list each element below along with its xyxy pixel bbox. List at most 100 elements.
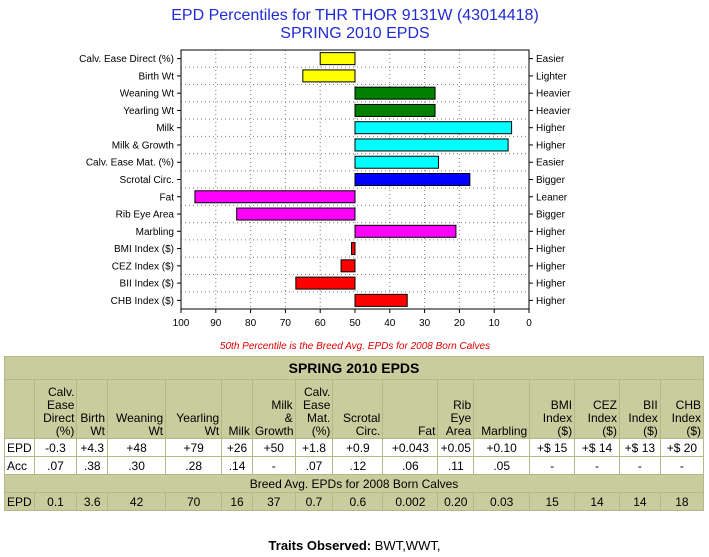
trait-label: Marbling	[136, 227, 174, 238]
x-tick-label: 80	[245, 318, 257, 329]
table-cell: +0.9	[332, 438, 384, 457]
table-cell: 0.7	[294, 492, 334, 511]
table-cell: 3.6	[76, 492, 108, 511]
trait-label: Calv. Ease Mat. (%)	[86, 158, 174, 169]
table-cell: 16	[221, 492, 253, 511]
breed-avg-title: Breed Avg. EPDs for 2008 Born Calves	[4, 474, 704, 493]
x-tick-label: 50	[349, 318, 361, 329]
table-cell: Rib Eye Area	[437, 379, 475, 439]
chart-note: 50th Percentile is the Breed Avg. EPDs f…	[220, 341, 490, 352]
table-header-row: Calv. Ease Direct (%) Birth Wt Weaning Wt Y…	[4, 379, 705, 439]
trait-label: Milk & Growth	[112, 140, 174, 151]
table-cell: 15	[529, 492, 576, 511]
direction-label: Leaner	[536, 192, 568, 203]
table-cell: +$ 15	[529, 438, 576, 457]
epd-row: EPD -0.3 +4.3 +48 +79 +26 +50 +1.8 +0.9 +0.043 +0.…	[4, 438, 705, 457]
bar	[340, 259, 356, 273]
table-cell: +50	[251, 438, 296, 457]
bar	[354, 155, 440, 169]
bar	[295, 276, 356, 290]
x-tick-label: 70	[280, 318, 292, 329]
table-cell: +0.043	[382, 438, 439, 457]
table-cell: +$ 14	[574, 438, 620, 457]
bars	[194, 52, 513, 307]
trait-labels: Calv. Ease Direct (%) Birth Wt Weaning Wt Y…	[79, 54, 181, 307]
trait-label: Fat	[160, 192, 175, 203]
direction-label: Heavier	[536, 106, 571, 117]
bar	[354, 121, 513, 135]
row-label: EPD	[4, 492, 35, 511]
direction-labels: Easier Lighter Heavier Heavier Higher Higher E…	[529, 54, 571, 307]
table-cell: +$ 20	[659, 438, 705, 457]
table-cell: Yearling Wt	[165, 379, 223, 439]
table-cell: .07	[294, 456, 334, 475]
table-cell: .28	[165, 456, 223, 475]
direction-label: Higher	[536, 227, 566, 238]
bar	[236, 207, 356, 221]
table-cell: .07	[33, 456, 78, 475]
trait-label: Weaning Wt	[120, 89, 175, 100]
table-cell: -	[574, 456, 620, 475]
table-cell: 0.03	[473, 492, 531, 511]
epd-percentile-chart: EPD Percentiles for THR THOR 9131W (4301…	[79, 7, 571, 352]
table-cell: Milk	[221, 379, 253, 439]
table-cell: +4.3	[76, 438, 108, 457]
direction-label: Higher	[536, 261, 566, 272]
acc-row: Acc .07.38.30.28.14- .07.12.06.11.05- - - -	[4, 456, 705, 475]
table-cell: CEZ Index ($)	[574, 379, 620, 439]
x-tick-label: 90	[210, 318, 222, 329]
x-tick-label: 0	[526, 318, 532, 329]
table-cell: Calv. Ease Mat. (%)	[294, 379, 334, 439]
trait-label: Scrotal Circ.	[120, 175, 174, 186]
table-cell: .12	[332, 456, 384, 475]
table-cell: +79	[165, 438, 223, 457]
table-cell: Scrotal Circ.	[332, 379, 384, 439]
x-axis-ticks: 100 90 80 70 60 50 40 30 20 10 0	[173, 309, 532, 329]
direction-label: Higher	[536, 140, 566, 151]
table-cell: -0.3	[33, 438, 78, 457]
direction-label: Higher	[536, 296, 566, 307]
table-cell: Marbling	[473, 379, 531, 439]
table-cell: .06	[382, 456, 439, 475]
direction-label: Higher	[536, 244, 566, 255]
bar	[354, 103, 436, 117]
trait-label: Rib Eye Area	[116, 210, 175, 221]
direction-label: Easier	[536, 54, 565, 65]
table-cell: BMI Index ($)	[529, 379, 576, 439]
table-cell: 70	[165, 492, 223, 511]
x-tick-label: 30	[419, 318, 431, 329]
x-tick-label: 10	[489, 318, 501, 329]
table-cell: 37	[251, 492, 296, 511]
bar	[351, 242, 356, 256]
bar	[354, 173, 471, 186]
table-cell: Calv. Ease Direct (%)	[33, 379, 78, 439]
table-cell: .30	[106, 456, 167, 475]
table-cell: 18	[659, 492, 705, 511]
table-cell: Fat	[382, 379, 439, 439]
bar	[354, 224, 457, 238]
table-cell: .38	[76, 456, 108, 475]
direction-label: Higher	[536, 279, 566, 290]
table-cell: 14	[618, 492, 661, 511]
table-cell: 14	[574, 492, 620, 511]
table-cell: Weaning Wt	[106, 379, 167, 439]
trait-label: CEZ Index ($)	[112, 261, 174, 272]
traits-observed: Traits Observed: BWT,WWT,	[0, 538, 709, 553]
direction-label: Easier	[536, 158, 565, 169]
x-tick-label: 20	[454, 318, 466, 329]
trait-label: CHB Index ($)	[111, 296, 174, 307]
direction-label: Higher	[536, 123, 566, 134]
breed-avg-row: EPD 0.1 3.6 42 70 16 37 0.7 0.6 0.002 0.20 0.03 15 14…	[4, 492, 705, 511]
table-cell: 42	[106, 492, 167, 511]
table-cell: +0.05	[437, 438, 475, 457]
bar	[194, 190, 356, 204]
x-tick-label: 60	[315, 318, 327, 329]
table-cell: 0.1	[33, 492, 78, 511]
bar	[319, 52, 356, 66]
trait-label: Yearling Wt	[123, 106, 174, 117]
table-cell: -	[529, 456, 576, 475]
table-cell: Birth Wt	[76, 379, 108, 439]
bar	[302, 69, 356, 83]
traits-label: Traits Observed:	[268, 538, 372, 553]
table-cell: +$ 13	[618, 438, 661, 457]
